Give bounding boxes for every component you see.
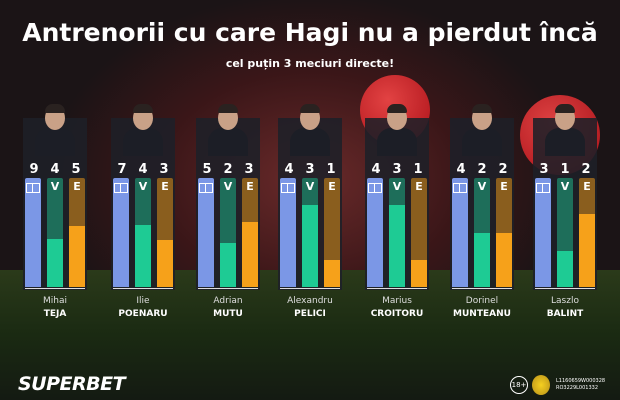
- matches-bar: [452, 178, 468, 287]
- pitch-icon: [368, 183, 382, 193]
- matches-bar: [198, 178, 214, 287]
- wins-count: 2: [223, 162, 233, 177]
- wins-count: 4: [50, 162, 60, 177]
- coach-first-name: Mihai: [43, 296, 67, 306]
- draws-count: 5: [71, 162, 81, 177]
- coach-first-name: Adrian: [213, 296, 243, 306]
- coach-first-name: Laszlo: [551, 296, 579, 306]
- draws-bar: E: [69, 178, 85, 287]
- draws-bar: E: [242, 178, 258, 287]
- draws-count: 2: [498, 162, 508, 177]
- matches-count: 3: [539, 162, 549, 177]
- matches-count: 4: [456, 162, 466, 177]
- wins-count: 2: [477, 162, 487, 177]
- pitch-icon: [453, 183, 467, 193]
- coach-last-name: BALINT: [546, 309, 584, 319]
- pitch-icon: [26, 183, 40, 193]
- matches-count: 9: [29, 162, 39, 177]
- draws-bar: E: [411, 178, 427, 287]
- coach-photo: [290, 104, 330, 156]
- wins-count: 3: [392, 162, 402, 177]
- matches-count: 7: [117, 162, 127, 177]
- matches-count: 4: [284, 162, 294, 177]
- pitch-icon: [114, 183, 128, 193]
- matches-bar: [280, 178, 296, 287]
- draws-count: 1: [326, 162, 336, 177]
- matches-bar: [113, 178, 129, 287]
- draws-bar: E: [579, 178, 595, 287]
- page-title: Antrenorii cu care Hagi nu a pierdut înc…: [22, 18, 598, 47]
- coach-photo: [545, 104, 585, 156]
- coach-photo: [377, 104, 417, 156]
- age-18-badge: 18+: [510, 376, 528, 394]
- coach-last-name: POENARU: [118, 309, 168, 319]
- matches-bar: [25, 178, 41, 287]
- draws-bar: E: [324, 178, 340, 287]
- coach-last-name: MUNTEANU: [453, 309, 511, 319]
- coach-photo: [35, 104, 75, 156]
- license-text: L1160659W000328 RO3229L001332: [556, 378, 606, 391]
- superbet-logo: SUPERBET: [18, 373, 126, 395]
- matches-bar: [367, 178, 383, 287]
- coach-first-name: Alexandru: [287, 296, 333, 306]
- pitch-icon: [536, 183, 550, 193]
- coach-last-name: CROITORU: [370, 309, 424, 319]
- wins-count: 3: [305, 162, 315, 177]
- matches-bar: [535, 178, 551, 287]
- wins-bar: V: [474, 178, 490, 287]
- draws-count: 3: [244, 162, 254, 177]
- wins-bar: V: [47, 178, 63, 287]
- wins-count: 4: [138, 162, 148, 177]
- coach-first-name: Dorinel: [465, 296, 499, 306]
- draws-count: 1: [413, 162, 423, 177]
- pitch-icon: [199, 183, 213, 193]
- onjn-seal-icon: [532, 375, 550, 395]
- coach-last-name: MUTU: [213, 309, 243, 319]
- coach-last-name: PELICI: [294, 309, 326, 319]
- wins-bar: V: [135, 178, 151, 287]
- matches-count: 5: [202, 162, 212, 177]
- matches-count: 4: [371, 162, 381, 177]
- wins-bar: V: [389, 178, 405, 287]
- pitch-icon: [281, 183, 295, 193]
- wins-bar: V: [557, 178, 573, 287]
- coach-photo: [462, 104, 502, 156]
- coach-first-name: Marius: [382, 296, 412, 306]
- draws-bar: E: [157, 178, 173, 287]
- coach-photo: [123, 104, 163, 156]
- wins-count: 1: [560, 162, 570, 177]
- coach-photo: [208, 104, 248, 156]
- coach-first-name: Ilie: [136, 296, 150, 306]
- draws-count: 2: [581, 162, 591, 177]
- wins-bar: V: [220, 178, 236, 287]
- draws-count: 3: [159, 162, 169, 177]
- draws-bar: E: [496, 178, 512, 287]
- coach-last-name: TEJA: [43, 309, 67, 319]
- wins-bar: V: [302, 178, 318, 287]
- subtitle: cel puțin 3 meciuri directe!: [225, 57, 395, 70]
